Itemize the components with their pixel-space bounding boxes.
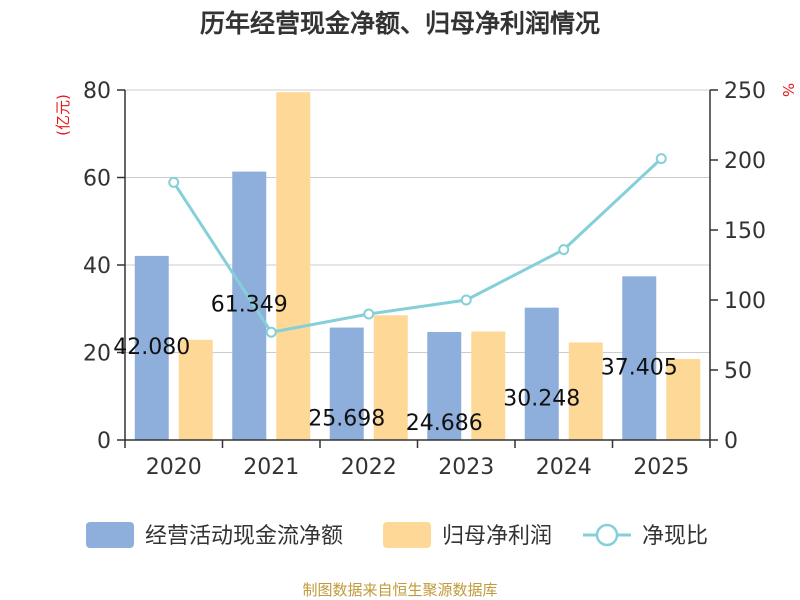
bar-cashflow <box>622 276 657 440</box>
right-tick-label: 250 <box>724 79 766 104</box>
bar-netprofit <box>568 342 603 440</box>
cashflow-value-label: 25.698 <box>308 407 385 432</box>
ratio-point <box>655 153 667 165</box>
bar-cashflow <box>329 327 364 440</box>
right-tick-label: 150 <box>724 219 766 244</box>
right-tick-label: 50 <box>724 359 752 384</box>
x-tick-label: 2024 <box>536 455 592 480</box>
source-note: 制图数据来自恒生聚源数据库 <box>302 581 497 599</box>
bar-netprofit <box>666 359 701 440</box>
left-tick-label: 0 <box>97 429 111 454</box>
right-axis-unit: % <box>779 83 797 97</box>
bar-netprofit <box>471 331 506 440</box>
legend: 经营活动现金流净额 归母净利润 净现比 <box>86 522 708 549</box>
legend-label-netprofit: 归母净利润 <box>442 524 552 549</box>
ratio-point <box>460 294 472 306</box>
bar-cashflow <box>524 307 559 440</box>
left-axis-unit: (亿元) <box>54 94 72 136</box>
x-tick-label: 2021 <box>243 455 299 480</box>
left-tick-label: 60 <box>83 167 111 192</box>
cashflow-value-label: 37.405 <box>601 355 678 380</box>
legend-swatch-netprofit <box>383 522 431 548</box>
legend-label-cashflow: 经营活动现金流净额 <box>145 524 343 549</box>
cashflow-value-label: 24.686 <box>406 411 483 436</box>
x-tick-label: 2023 <box>438 455 494 480</box>
bars <box>134 92 701 440</box>
x-tick-label: 2020 <box>146 455 202 480</box>
bar-netprofit <box>178 339 213 440</box>
left-tick-label: 20 <box>83 342 111 367</box>
ratio-point <box>265 326 277 338</box>
legend-swatch-ratio-marker <box>595 523 619 547</box>
data-labels: 42.080 61.349 25.698 24.686 30.248 37.405 <box>113 293 677 436</box>
ratio-point <box>558 244 570 256</box>
left-tick-label: 80 <box>83 79 111 104</box>
bar-cashflow <box>232 171 267 440</box>
bar-cashflow <box>134 255 169 440</box>
right-tick-label: 100 <box>724 289 766 314</box>
cashflow-value-label: 61.349 <box>211 293 288 318</box>
bar-cashflow <box>427 331 462 440</box>
left-tick-label: 40 <box>83 254 111 279</box>
bar-netprofit <box>373 315 408 440</box>
bar-netprofit <box>276 92 311 440</box>
ratio-line-path <box>172 157 663 334</box>
x-tick-label: 2025 <box>633 455 689 480</box>
cashflow-value-label: 42.080 <box>113 335 190 360</box>
axes: 0 20 40 60 80 0 50 100 150 200 250 2020 2021 2022 2023… <box>83 79 766 480</box>
right-tick-label: 200 <box>724 149 766 174</box>
ratio-point <box>168 176 180 188</box>
ratio-point <box>363 308 375 320</box>
x-tick-label: 2022 <box>341 455 397 480</box>
cashflow-value-label: 30.248 <box>503 387 580 412</box>
ratio-line <box>168 153 667 338</box>
legend-swatch-cashflow <box>86 522 134 548</box>
right-tick-label: 0 <box>724 429 738 454</box>
legend-label-ratio: 净现比 <box>642 524 708 549</box>
chart-title: 历年经营现金净额、归母净利润情况 <box>200 9 600 38</box>
